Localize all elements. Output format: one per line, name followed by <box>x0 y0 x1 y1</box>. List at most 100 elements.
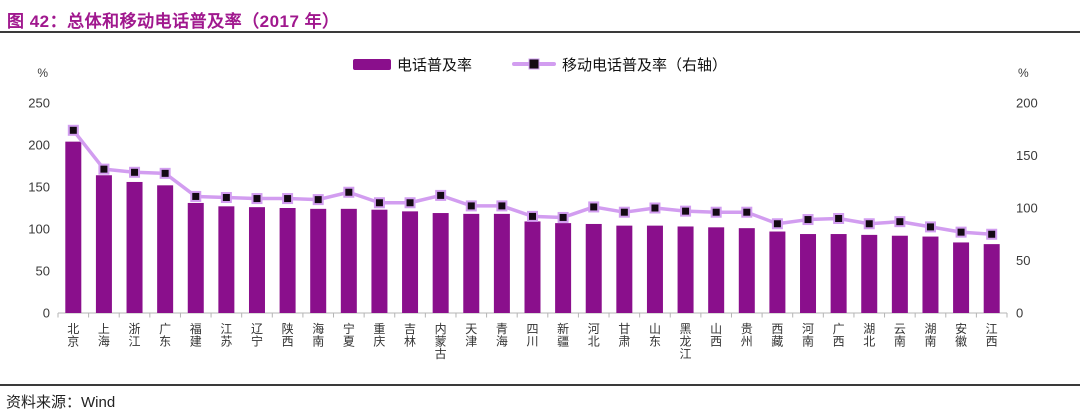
mobile-line-marker <box>312 194 324 206</box>
title-divider-line <box>0 31 1080 33</box>
mobile-line-marker <box>710 206 722 218</box>
telephone-penetration-bar <box>218 206 235 313</box>
x-axis-label: 西藏 <box>771 322 783 349</box>
mobile-line-marker <box>771 218 783 230</box>
mobile-line-marker <box>986 228 998 240</box>
y-axis-left-tick-label: 0 <box>43 306 50 321</box>
telephone-penetration-bar <box>126 181 143 313</box>
telephone-penetration-bar <box>371 209 388 313</box>
mobile-line-marker <box>404 197 416 209</box>
telephone-penetration-bar <box>616 225 633 313</box>
y-axis-left-tick-label: 100 <box>28 222 50 237</box>
mobile-line-marker <box>680 205 692 217</box>
mobile-line-marker <box>955 226 967 238</box>
x-axis-label: 广西 <box>833 322 845 349</box>
x-axis-label: 海南 <box>312 321 324 349</box>
mobile-line-marker <box>833 213 845 224</box>
data-source-note: 资料来源：Wind <box>6 391 115 412</box>
mobile-line-marker <box>67 124 79 136</box>
telephone-penetration-bar <box>432 213 449 313</box>
x-axis-label: 山东 <box>649 322 661 349</box>
x-axis-label: 陕西 <box>282 321 294 349</box>
x-axis-label: 湖南 <box>924 321 936 349</box>
mobile-line-marker <box>496 200 508 212</box>
mobile-line-marker <box>618 206 630 218</box>
telephone-penetration-bar <box>65 141 82 313</box>
mobile-line-marker <box>557 211 569 223</box>
x-axis-label: 河北 <box>588 322 600 349</box>
mobile-line-marker <box>924 221 936 233</box>
x-axis-label: 辽宁 <box>251 322 263 349</box>
telephone-penetration-bar <box>677 226 694 313</box>
line-series-swatch <box>512 58 556 70</box>
x-axis-label: 河南 <box>802 322 814 349</box>
telephone-penetration-bar <box>157 185 174 313</box>
telephone-penetration-bar <box>248 207 265 313</box>
telephone-penetration-bar <box>708 227 725 313</box>
mobile-line-marker <box>435 189 447 201</box>
y-axis-right-tick-label: 50 <box>1016 253 1030 268</box>
telephone-penetration-bar <box>891 235 908 313</box>
telephone-penetration-bar <box>800 234 817 313</box>
x-axis-label: 山西 <box>710 322 722 349</box>
y-axis-right-tick-label: 150 <box>1016 148 1038 163</box>
y-axis-right-tick-label: 100 <box>1016 201 1038 216</box>
mobile-line-marker <box>649 202 661 214</box>
mobile-line-marker <box>251 193 263 205</box>
y-axis-right-tick-label: 200 <box>1016 96 1038 111</box>
legend-item-telephone: 电话普及率 <box>352 54 472 75</box>
x-axis-label: 浙江 <box>129 322 141 349</box>
mobile-line-marker <box>741 206 753 218</box>
telephone-penetration-bar <box>279 208 296 313</box>
x-axis-label: 四川 <box>526 322 538 349</box>
x-axis-label: 上海 <box>98 322 110 349</box>
telephone-penetration-bar <box>310 208 327 313</box>
x-axis-label: 新疆 <box>557 321 569 349</box>
x-axis-label: 江苏 <box>220 322 232 349</box>
mobile-line-marker <box>129 166 141 178</box>
telephone-penetration-bar <box>555 223 572 313</box>
telephone-penetration-bar <box>340 208 357 313</box>
mobile-line-marker <box>863 218 875 230</box>
y-axis-right-unit: % <box>1018 66 1029 80</box>
telephone-penetration-bar <box>463 213 480 313</box>
x-axis-label: 甘肃 <box>618 322 630 349</box>
telephone-penetration-bar <box>95 175 112 313</box>
telephone-penetration-bar <box>861 234 878 313</box>
y-axis-left-tick-label: 50 <box>36 264 50 279</box>
x-axis-label: 吉林 <box>404 322 416 349</box>
x-axis-label: 云南 <box>894 322 906 349</box>
mobile-line-marker <box>220 192 232 203</box>
mobile-line-marker <box>373 197 385 209</box>
x-axis-label: 天津 <box>465 322 477 349</box>
x-axis-label: 广东 <box>159 322 171 349</box>
x-axis-label: 福建 <box>190 321 202 349</box>
x-axis-label: 内蒙古 <box>435 322 447 361</box>
legend-label-mobile: 移动电话普及率（右轴） <box>562 56 728 74</box>
telephone-penetration-bar <box>524 221 541 313</box>
mobile-line-marker <box>98 163 110 175</box>
source-value: Wind <box>81 394 116 411</box>
x-axis-label: 宁夏 <box>343 321 355 349</box>
x-axis-label: 青海 <box>496 322 508 349</box>
chart-legend: 电话普及率 移动电话普及率（右轴） <box>0 53 1080 75</box>
x-axis-label: 贵州 <box>741 322 753 349</box>
mobile-line-marker <box>527 210 538 222</box>
telephone-penetration-bar <box>646 225 663 313</box>
legend-item-mobile: 移动电话普及率（右轴） <box>512 54 727 75</box>
x-axis-label: 湖北 <box>863 321 875 349</box>
x-axis-label: 重庆 <box>373 322 385 349</box>
bar-series-swatch <box>352 58 391 70</box>
source-label: 资料来源： <box>6 393 82 411</box>
mobile-line-marker <box>190 190 202 202</box>
mobile-line-marker <box>282 193 294 205</box>
x-axis-label: 安徽 <box>955 321 967 349</box>
y-axis-left-tick-label: 200 <box>28 138 50 153</box>
telephone-penetration-bar <box>769 231 786 313</box>
telephone-penetration-bar <box>738 228 755 313</box>
telephone-penetration-bar <box>402 211 419 313</box>
footer-divider-line <box>0 384 1080 386</box>
telephone-penetration-bar <box>830 234 847 313</box>
